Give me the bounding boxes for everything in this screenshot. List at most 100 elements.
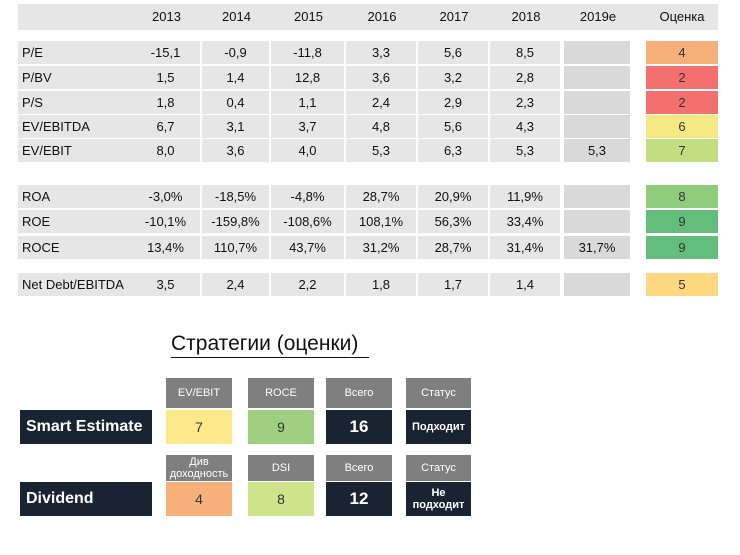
table-row-label[interactable]: P/BV bbox=[18, 66, 131, 89]
strategy-value[interactable]: 7 bbox=[166, 410, 232, 444]
table-cell[interactable]: 8,5 bbox=[490, 41, 560, 64]
year-header[interactable]: 2015 bbox=[294, 9, 323, 24]
table-cell[interactable]: 1,4 bbox=[490, 273, 560, 296]
table-cell[interactable]: 5,6 bbox=[418, 41, 488, 64]
table-cell[interactable]: 2,4 bbox=[346, 91, 416, 114]
table-cell[interactable]: 4,0 bbox=[271, 139, 344, 162]
table-cell[interactable]: -10,1% bbox=[131, 210, 200, 233]
table-row-label[interactable]: P/S bbox=[18, 91, 131, 114]
year-header[interactable]: 2016 bbox=[367, 9, 397, 24]
table-row-label[interactable]: EV/EBITDA bbox=[18, 115, 131, 138]
table-cell[interactable]: -4,8% bbox=[271, 185, 344, 208]
table-cell[interactable]: 28,7% bbox=[346, 185, 416, 208]
table-cell[interactable]: 1,4 bbox=[202, 66, 269, 89]
table-cell[interactable]: 3,7 bbox=[271, 115, 344, 138]
table-cell[interactable]: -18,5% bbox=[202, 185, 269, 208]
table-cell[interactable]: 5,3 bbox=[346, 139, 416, 162]
year-header[interactable]: 2014 bbox=[222, 9, 251, 24]
rating-cell[interactable]: 5 bbox=[646, 273, 718, 296]
table-cell[interactable] bbox=[564, 210, 630, 233]
strategy-value[interactable]: Подходит bbox=[406, 410, 471, 444]
table-row-label[interactable]: ROE bbox=[18, 210, 131, 233]
year-header[interactable]: 2013 bbox=[152, 9, 181, 24]
table-cell[interactable]: 108,1% bbox=[346, 210, 416, 233]
table-cell[interactable]: 4,3 bbox=[490, 115, 560, 138]
strategy-value[interactable]: 16 bbox=[326, 410, 392, 444]
table-row-label[interactable]: Net Debt/EBITDA bbox=[18, 273, 131, 296]
table-cell[interactable]: 33,4% bbox=[490, 210, 560, 233]
table-cell[interactable]: 3,2 bbox=[418, 66, 488, 89]
strategy-column-label: Всего bbox=[326, 455, 392, 481]
rating-cell[interactable]: 7 bbox=[646, 139, 718, 162]
table-cell[interactable]: 1,1 bbox=[271, 91, 344, 114]
table-cell[interactable]: -3,0% bbox=[131, 185, 200, 208]
strategy-value[interactable]: 4 bbox=[166, 482, 232, 516]
table-cell[interactable]: 1,8 bbox=[131, 91, 200, 114]
table-cell[interactable]: 3,1 bbox=[202, 115, 269, 138]
table-cell[interactable]: 13,4% bbox=[131, 236, 200, 259]
table-cell[interactable]: -159,8% bbox=[202, 210, 269, 233]
table-cell[interactable]: -11,8 bbox=[271, 41, 344, 64]
table-row-label[interactable]: P/E bbox=[18, 41, 131, 64]
strategy-value[interactable]: 8 bbox=[248, 482, 314, 516]
table-row-label[interactable]: EV/EBIT bbox=[18, 139, 131, 162]
rating-cell[interactable]: 2 bbox=[646, 91, 718, 114]
table-cell[interactable]: 6,7 bbox=[131, 115, 200, 138]
table-cell[interactable]: 2,3 bbox=[490, 91, 560, 114]
table-cell[interactable]: 5,3 bbox=[564, 139, 630, 162]
table-cell[interactable] bbox=[564, 115, 630, 138]
rating-cell[interactable]: 6 bbox=[646, 115, 718, 138]
table-cell[interactable]: 2,9 bbox=[418, 91, 488, 114]
table-cell[interactable]: 3,5 bbox=[131, 273, 200, 296]
table-cell[interactable]: 5,6 bbox=[418, 115, 488, 138]
table-cell[interactable]: 31,2% bbox=[346, 236, 416, 259]
table-cell[interactable]: 2,8 bbox=[490, 66, 560, 89]
rating-cell[interactable]: 4 bbox=[646, 41, 718, 64]
table-cell[interactable]: 1,8 bbox=[346, 273, 416, 296]
table-cell[interactable]: 2,4 bbox=[202, 273, 269, 296]
table-cell[interactable]: 4,8 bbox=[346, 115, 416, 138]
table-cell[interactable]: 43,7% bbox=[271, 236, 344, 259]
strategy-name[interactable]: Smart Estimate bbox=[20, 410, 152, 444]
table-cell[interactable]: 1,7 bbox=[418, 273, 488, 296]
strategy-name[interactable]: Dividend bbox=[20, 482, 152, 516]
strategy-value[interactable]: Не подходит bbox=[406, 482, 471, 516]
strategy-value[interactable]: 9 bbox=[248, 410, 314, 444]
table-cell[interactable]: -108,6% bbox=[271, 210, 344, 233]
table-cell[interactable]: 31,7% bbox=[564, 236, 630, 259]
table-cell[interactable]: 6,3 bbox=[418, 139, 488, 162]
table-cell[interactable] bbox=[564, 273, 630, 296]
table-cell[interactable]: 20,9% bbox=[418, 185, 488, 208]
table-cell[interactable] bbox=[564, 91, 630, 114]
table-cell[interactable]: 56,3% bbox=[418, 210, 488, 233]
table-row-label[interactable]: ROA bbox=[18, 185, 131, 208]
year-header[interactable]: 2018 bbox=[511, 9, 541, 24]
table-cell[interactable]: 3,6 bbox=[202, 139, 269, 162]
table-cell[interactable] bbox=[564, 66, 630, 89]
table-cell[interactable]: 5,3 bbox=[490, 139, 560, 162]
table-cell[interactable]: 2,2 bbox=[271, 273, 344, 296]
rating-cell[interactable]: 9 bbox=[646, 210, 718, 233]
table-cell[interactable]: 28,7% bbox=[418, 236, 488, 259]
year-header[interactable]: 2017 bbox=[439, 9, 469, 24]
table-cell[interactable]: 1,5 bbox=[131, 66, 200, 89]
table-cell[interactable]: 8,0 bbox=[131, 139, 200, 162]
rating-cell[interactable]: 8 bbox=[646, 185, 718, 208]
table-cell[interactable]: 11,9% bbox=[490, 185, 560, 208]
table-cell[interactable] bbox=[564, 185, 630, 208]
rating-header[interactable]: Оценка bbox=[659, 9, 705, 24]
rating-cell[interactable]: 2 bbox=[646, 66, 718, 89]
table-cell[interactable]: -0,9 bbox=[202, 41, 269, 64]
table-cell[interactable]: 31,4% bbox=[490, 236, 560, 259]
table-cell[interactable]: 110,7% bbox=[202, 236, 269, 259]
rating-cell[interactable]: 9 bbox=[646, 236, 718, 259]
table-cell[interactable]: 3,3 bbox=[346, 41, 416, 64]
table-cell[interactable]: 0,4 bbox=[202, 91, 269, 114]
table-row-label[interactable]: ROCE bbox=[18, 236, 131, 259]
table-cell[interactable]: 3,6 bbox=[346, 66, 416, 89]
year-header[interactable]: 2019e bbox=[579, 9, 617, 24]
strategy-value[interactable]: 12 bbox=[326, 482, 392, 516]
table-cell[interactable]: 12,8 bbox=[271, 66, 344, 89]
table-cell[interactable] bbox=[564, 41, 630, 64]
table-cell[interactable]: -15,1 bbox=[131, 41, 200, 64]
